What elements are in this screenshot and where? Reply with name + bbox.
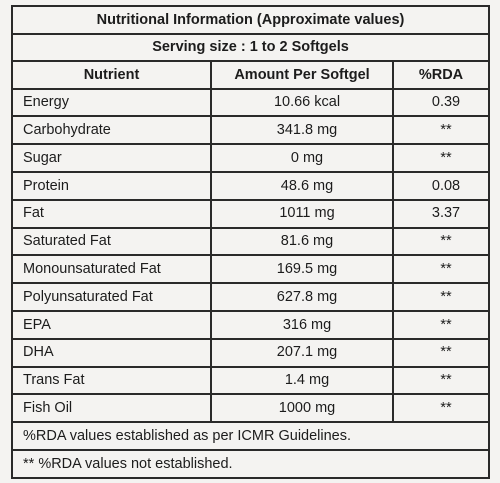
nutrient-cell: DHA: [11, 337, 212, 368]
table-row: Fish Oil 1000 mg **: [11, 393, 490, 424]
rda-cell: 3.37: [392, 198, 490, 229]
table-row: DHA 207.1 mg **: [11, 337, 490, 368]
table-row: Monounsaturated Fat 169.5 mg **: [11, 254, 490, 285]
table-row: Polyunsaturated Fat 627.8 mg **: [11, 282, 490, 312]
nutrition-table: Nutritional Information (Approximate val…: [11, 5, 490, 479]
footnote-rda-source: %RDA values established as per ICMR Guid…: [11, 421, 490, 452]
amount-cell: 169.5 mg: [210, 254, 394, 285]
nutrient-cell: Saturated Fat: [11, 226, 212, 257]
header-row: Nutrient Amount Per Softgel %RDA: [11, 60, 490, 90]
rda-cell: **: [392, 254, 490, 285]
table-row: Protein 48.6 mg 0.08: [11, 170, 490, 201]
footnote-rda-not-established: ** %RDA values not established.: [11, 449, 490, 479]
rda-cell: **: [392, 337, 490, 368]
nutrient-cell: Protein: [11, 170, 212, 201]
nutrient-cell: Sugar: [11, 143, 212, 173]
rda-cell: 0.39: [392, 87, 490, 118]
rda-cell: **: [392, 226, 490, 257]
amount-cell: 10.66 kcal: [210, 87, 394, 118]
serving-row: Serving size : 1 to 2 Softgels: [11, 32, 490, 62]
rda-cell: **: [392, 310, 490, 340]
header-rda: %RDA: [392, 60, 490, 90]
table-row: Energy 10.66 kcal 0.39: [11, 87, 490, 118]
footnote-row: ** %RDA values not established.: [11, 449, 490, 479]
nutrient-cell: Fish Oil: [11, 393, 212, 424]
amount-cell: 341.8 mg: [210, 115, 394, 146]
footnote-row: %RDA values established as per ICMR Guid…: [11, 421, 490, 452]
rda-cell: **: [392, 115, 490, 146]
table-row: Carbohydrate 341.8 mg **: [11, 115, 490, 146]
header-nutrient: Nutrient: [11, 60, 212, 90]
table-row: Trans Fat 1.4 mg **: [11, 365, 490, 396]
amount-cell: 81.6 mg: [210, 226, 394, 257]
nutrient-cell: EPA: [11, 310, 212, 340]
rda-cell: **: [392, 282, 490, 312]
amount-cell: 627.8 mg: [210, 282, 394, 312]
table-row: Saturated Fat 81.6 mg **: [11, 226, 490, 257]
rda-cell: **: [392, 393, 490, 424]
nutrient-cell: Carbohydrate: [11, 115, 212, 146]
amount-cell: 1011 mg: [210, 198, 394, 229]
nutrient-cell: Monounsaturated Fat: [11, 254, 212, 285]
amount-cell: 207.1 mg: [210, 337, 394, 368]
nutrient-cell: Trans Fat: [11, 365, 212, 396]
table-row: Sugar 0 mg **: [11, 143, 490, 173]
table-row: EPA 316 mg **: [11, 310, 490, 340]
nutrient-cell: Fat: [11, 198, 212, 229]
amount-cell: 0 mg: [210, 143, 394, 173]
table-row: Fat 1011 mg 3.37: [11, 198, 490, 229]
amount-cell: 316 mg: [210, 310, 394, 340]
title-row: Nutritional Information (Approximate val…: [11, 5, 490, 35]
nutrient-cell: Energy: [11, 87, 212, 118]
header-amount: Amount Per Softgel: [210, 60, 394, 90]
rda-cell: **: [392, 143, 490, 173]
amount-cell: 1.4 mg: [210, 365, 394, 396]
table-title: Nutritional Information (Approximate val…: [11, 5, 490, 35]
rda-cell: 0.08: [392, 170, 490, 201]
nutrient-cell: Polyunsaturated Fat: [11, 282, 212, 312]
serving-size: Serving size : 1 to 2 Softgels: [11, 32, 490, 62]
amount-cell: 1000 mg: [210, 393, 394, 424]
rda-cell: **: [392, 365, 490, 396]
amount-cell: 48.6 mg: [210, 170, 394, 201]
